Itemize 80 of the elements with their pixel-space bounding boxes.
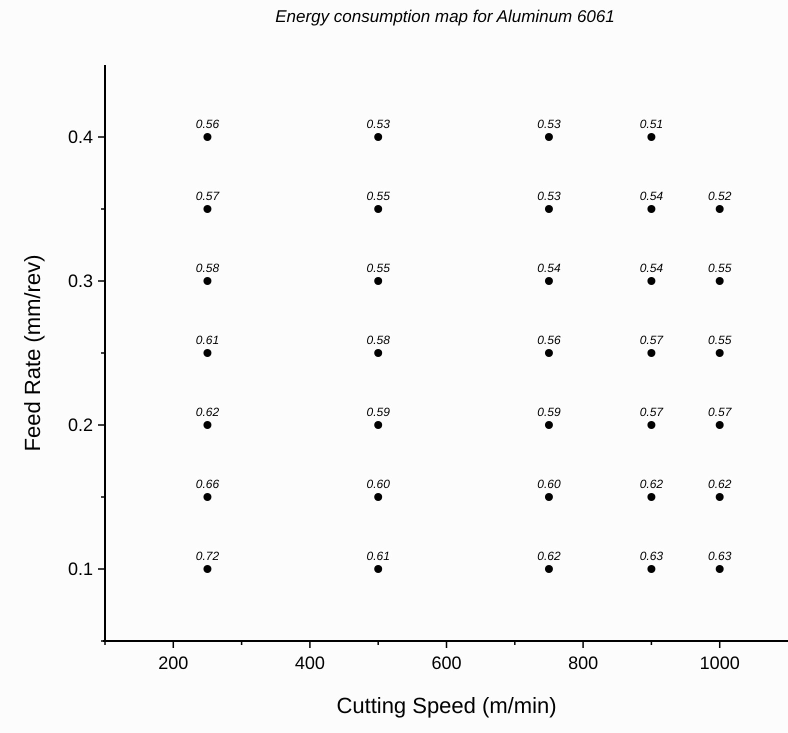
x-tick-label: 400	[294, 653, 325, 673]
annotation: 0.61	[196, 333, 220, 347]
x-tick-label: 200	[158, 653, 188, 673]
annotation: 0.61	[366, 549, 390, 563]
annotation: 0.55	[708, 333, 732, 347]
annotation: 0.62	[640, 477, 664, 491]
point	[647, 349, 656, 357]
annotation: 0.62	[196, 405, 220, 419]
point	[544, 205, 553, 213]
point	[203, 349, 212, 357]
annotation: 0.55	[708, 261, 732, 275]
annotation: 0.57	[196, 189, 220, 203]
point	[203, 205, 212, 213]
point	[647, 133, 656, 141]
point	[544, 133, 553, 141]
annotation: 0.53	[537, 189, 561, 203]
annotation: 0.58	[196, 261, 220, 275]
annotation: 0.56	[537, 333, 561, 347]
x-tick-label: 1000	[700, 653, 740, 673]
annotation: 0.54	[640, 261, 664, 275]
annotation: 0.59	[366, 405, 390, 419]
annotation: 0.57	[708, 405, 733, 419]
point	[716, 565, 724, 573]
annotation: 0.62	[537, 549, 561, 563]
point	[544, 421, 553, 429]
annotation: 0.63	[640, 549, 664, 563]
annotation: 0.62	[708, 477, 732, 491]
annotation: 0.54	[537, 261, 561, 275]
point	[716, 349, 724, 357]
point	[203, 565, 212, 573]
point	[203, 277, 212, 285]
point	[716, 493, 724, 501]
point	[544, 565, 553, 573]
annotation: 0.53	[537, 117, 561, 131]
point	[544, 349, 553, 357]
point	[716, 205, 724, 213]
point	[374, 277, 382, 285]
point	[374, 133, 382, 141]
y-axis-title: Feed Rate (mm/rev)	[20, 254, 45, 452]
point	[647, 421, 656, 429]
point	[374, 421, 382, 429]
annotation: 0.51	[640, 117, 664, 131]
point	[647, 493, 656, 501]
point	[374, 349, 382, 357]
point	[203, 133, 212, 141]
annotation: 0.53	[366, 117, 390, 131]
point	[647, 565, 656, 573]
annotation: 0.55	[366, 261, 390, 275]
annotation: 0.57	[640, 405, 664, 419]
point	[374, 565, 382, 573]
chart-title: Energy consumption map for Aluminum 6061	[275, 7, 615, 26]
annotation: 0.58	[366, 333, 390, 347]
point	[374, 205, 382, 213]
annotation: 0.72	[196, 549, 220, 563]
y-tick-label: 0.3	[68, 271, 93, 291]
annotation: 0.52	[708, 189, 732, 203]
x-tick-label: 800	[568, 653, 598, 673]
point	[716, 421, 724, 429]
annotation: 0.60	[366, 477, 390, 491]
point	[647, 205, 656, 213]
y-tick-label: 0.2	[68, 415, 93, 435]
x-tick-label: 600	[431, 653, 462, 673]
annotation: 0.66	[196, 477, 220, 491]
annotation: 0.60	[537, 477, 561, 491]
point	[544, 493, 553, 501]
annotation: 0.54	[640, 189, 664, 203]
point	[544, 277, 553, 285]
annotation: 0.57	[640, 333, 664, 347]
y-tick-label: 0.1	[68, 559, 93, 579]
annotation: 0.55	[366, 189, 390, 203]
annotation: 0.56	[196, 117, 220, 131]
y-tick-label: 0.4	[68, 127, 93, 147]
point	[374, 493, 382, 501]
point	[716, 277, 724, 285]
annotation: 0.63	[708, 549, 732, 563]
annotation: 0.59	[537, 405, 561, 419]
x-axis-title: Cutting Speed (m/min)	[336, 693, 557, 718]
point	[647, 277, 656, 285]
point	[203, 493, 212, 501]
point	[203, 421, 212, 429]
